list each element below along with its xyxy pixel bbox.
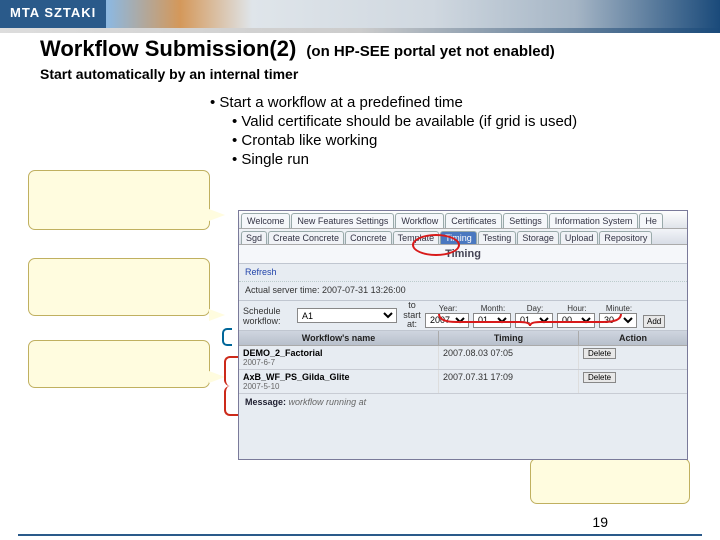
sub-tab[interactable]: Storage — [517, 231, 559, 244]
cell-timing: 2007.07.31 17:09 — [439, 370, 579, 393]
table-row: AxB_WF_PS_Gilda_Glite2007-5-102007.07.31… — [239, 370, 687, 394]
sub-tab[interactable]: Upload — [560, 231, 599, 244]
server-time-value: 2007-07-31 13:26:00 — [322, 285, 406, 295]
bullet-list: • Start a workflow at a predefined time … — [210, 94, 577, 170]
main-tab[interactable]: He — [639, 213, 663, 228]
schedule-label: Schedule workflow: — [239, 303, 297, 329]
message-row: Message: workflow running at — [239, 394, 687, 410]
month-select[interactable]: 01 — [473, 313, 511, 328]
bullet-1: • Start a workflow at a predefined time — [210, 94, 577, 111]
cell-name: AxB_WF_PS_Gilda_Glite2007-5-10 — [239, 370, 439, 393]
callout-2 — [28, 258, 210, 316]
th-name: Workflow's name — [239, 331, 439, 345]
bullet-3: • Crontab like working — [232, 132, 577, 149]
minute-col: Minute:30 — [599, 304, 639, 328]
delete-button[interactable]: Delete — [583, 372, 616, 383]
slide-title: Workflow Submission(2) (on HP-SEE portal… — [40, 36, 555, 62]
refresh-link[interactable]: Refresh — [245, 267, 277, 277]
main-tab[interactable]: Workflow — [395, 213, 444, 228]
main-tab[interactable]: Information System — [549, 213, 639, 228]
sub-tab[interactable]: Create Concrete — [268, 231, 344, 244]
refresh-row: Refresh — [239, 264, 687, 282]
bottom-rule — [18, 534, 702, 536]
panel-title: Timing — [239, 245, 687, 264]
cell-timing: 2007.08.03 07:05 — [439, 346, 579, 369]
server-time: Actual server time: 2007-07-31 13:26:00 — [239, 282, 687, 301]
bracket-small — [222, 328, 232, 346]
minute-select[interactable]: 30 — [599, 313, 637, 328]
workflow-select[interactable]: A1 — [297, 308, 397, 323]
th-timing: Timing — [439, 331, 579, 345]
table-body: DEMO_2_Factorial2007-6-72007.08.03 07:05… — [239, 346, 687, 394]
day-col: Day:01 — [515, 304, 555, 328]
sub-tab[interactable]: Repository — [599, 231, 652, 244]
main-tabs: WelcomeNew Features SettingsWorkflowCert… — [239, 211, 687, 229]
callout-5 — [530, 458, 690, 504]
sub-tab[interactable]: Timing — [440, 231, 477, 244]
slide-subtitle: Start automatically by an internal timer — [40, 66, 298, 82]
embedded-screenshot: WelcomeNew Features SettingsWorkflowCert… — [238, 210, 688, 460]
page-number: 19 — [592, 514, 608, 530]
delete-button[interactable]: Delete — [583, 348, 616, 359]
sub-tab[interactable]: Testing — [478, 231, 517, 244]
main-tab[interactable]: Certificates — [445, 213, 502, 228]
th-action: Action — [579, 331, 687, 345]
sub-tab[interactable]: Template — [393, 231, 440, 244]
callout-3 — [28, 340, 210, 388]
title-suffix: (on HP-SEE portal yet not enabled) — [306, 43, 554, 60]
table-header: Workflow's name Timing Action — [239, 331, 687, 346]
hour-col: Hour:00 — [557, 304, 597, 328]
hour-select[interactable]: 00 — [557, 313, 595, 328]
server-time-label: Actual server time: — [245, 285, 322, 295]
date-columns: Year:2007 Month:01 Day:01 Hour:00 Minute… — [425, 302, 667, 330]
sub-tab[interactable]: Concrete — [345, 231, 392, 244]
add-button[interactable]: Add — [643, 315, 665, 328]
main-tab[interactable]: Welcome — [241, 213, 290, 228]
message-text: workflow running at — [289, 397, 367, 407]
to-start-label: to start at: — [399, 301, 425, 331]
year-select[interactable]: 2007 — [425, 313, 469, 328]
cell-name: DEMO_2_Factorial2007-6-7 — [239, 346, 439, 369]
main-tab[interactable]: New Features Settings — [291, 213, 394, 228]
callout-1 — [28, 170, 210, 230]
schedule-row: Schedule workflow: A1 to start at: Year:… — [239, 301, 687, 332]
sub-bar — [0, 28, 720, 33]
sub-tab[interactable]: Sgd — [241, 231, 267, 244]
title-main: Workflow Submission(2) — [40, 36, 296, 61]
sub-tabs: SgdCreate ConcreteConcreteTemplateTiming… — [239, 229, 687, 245]
bullet-4: • Single run — [232, 151, 577, 168]
day-select[interactable]: 01 — [515, 313, 553, 328]
logo: MTA SZTAKI — [0, 0, 106, 28]
cell-action: Delete — [579, 370, 687, 393]
main-tab[interactable]: Settings — [503, 213, 548, 228]
header-bar: MTA SZTAKI — [0, 0, 720, 28]
bullet-2: • Valid certificate should be available … — [232, 113, 577, 130]
table-row: DEMO_2_Factorial2007-6-72007.08.03 07:05… — [239, 346, 687, 370]
month-col: Month:01 — [473, 304, 513, 328]
cell-action: Delete — [579, 346, 687, 369]
message-label: Message: — [245, 397, 286, 407]
bracket-big — [224, 356, 238, 416]
year-col: Year:2007 — [425, 304, 471, 328]
